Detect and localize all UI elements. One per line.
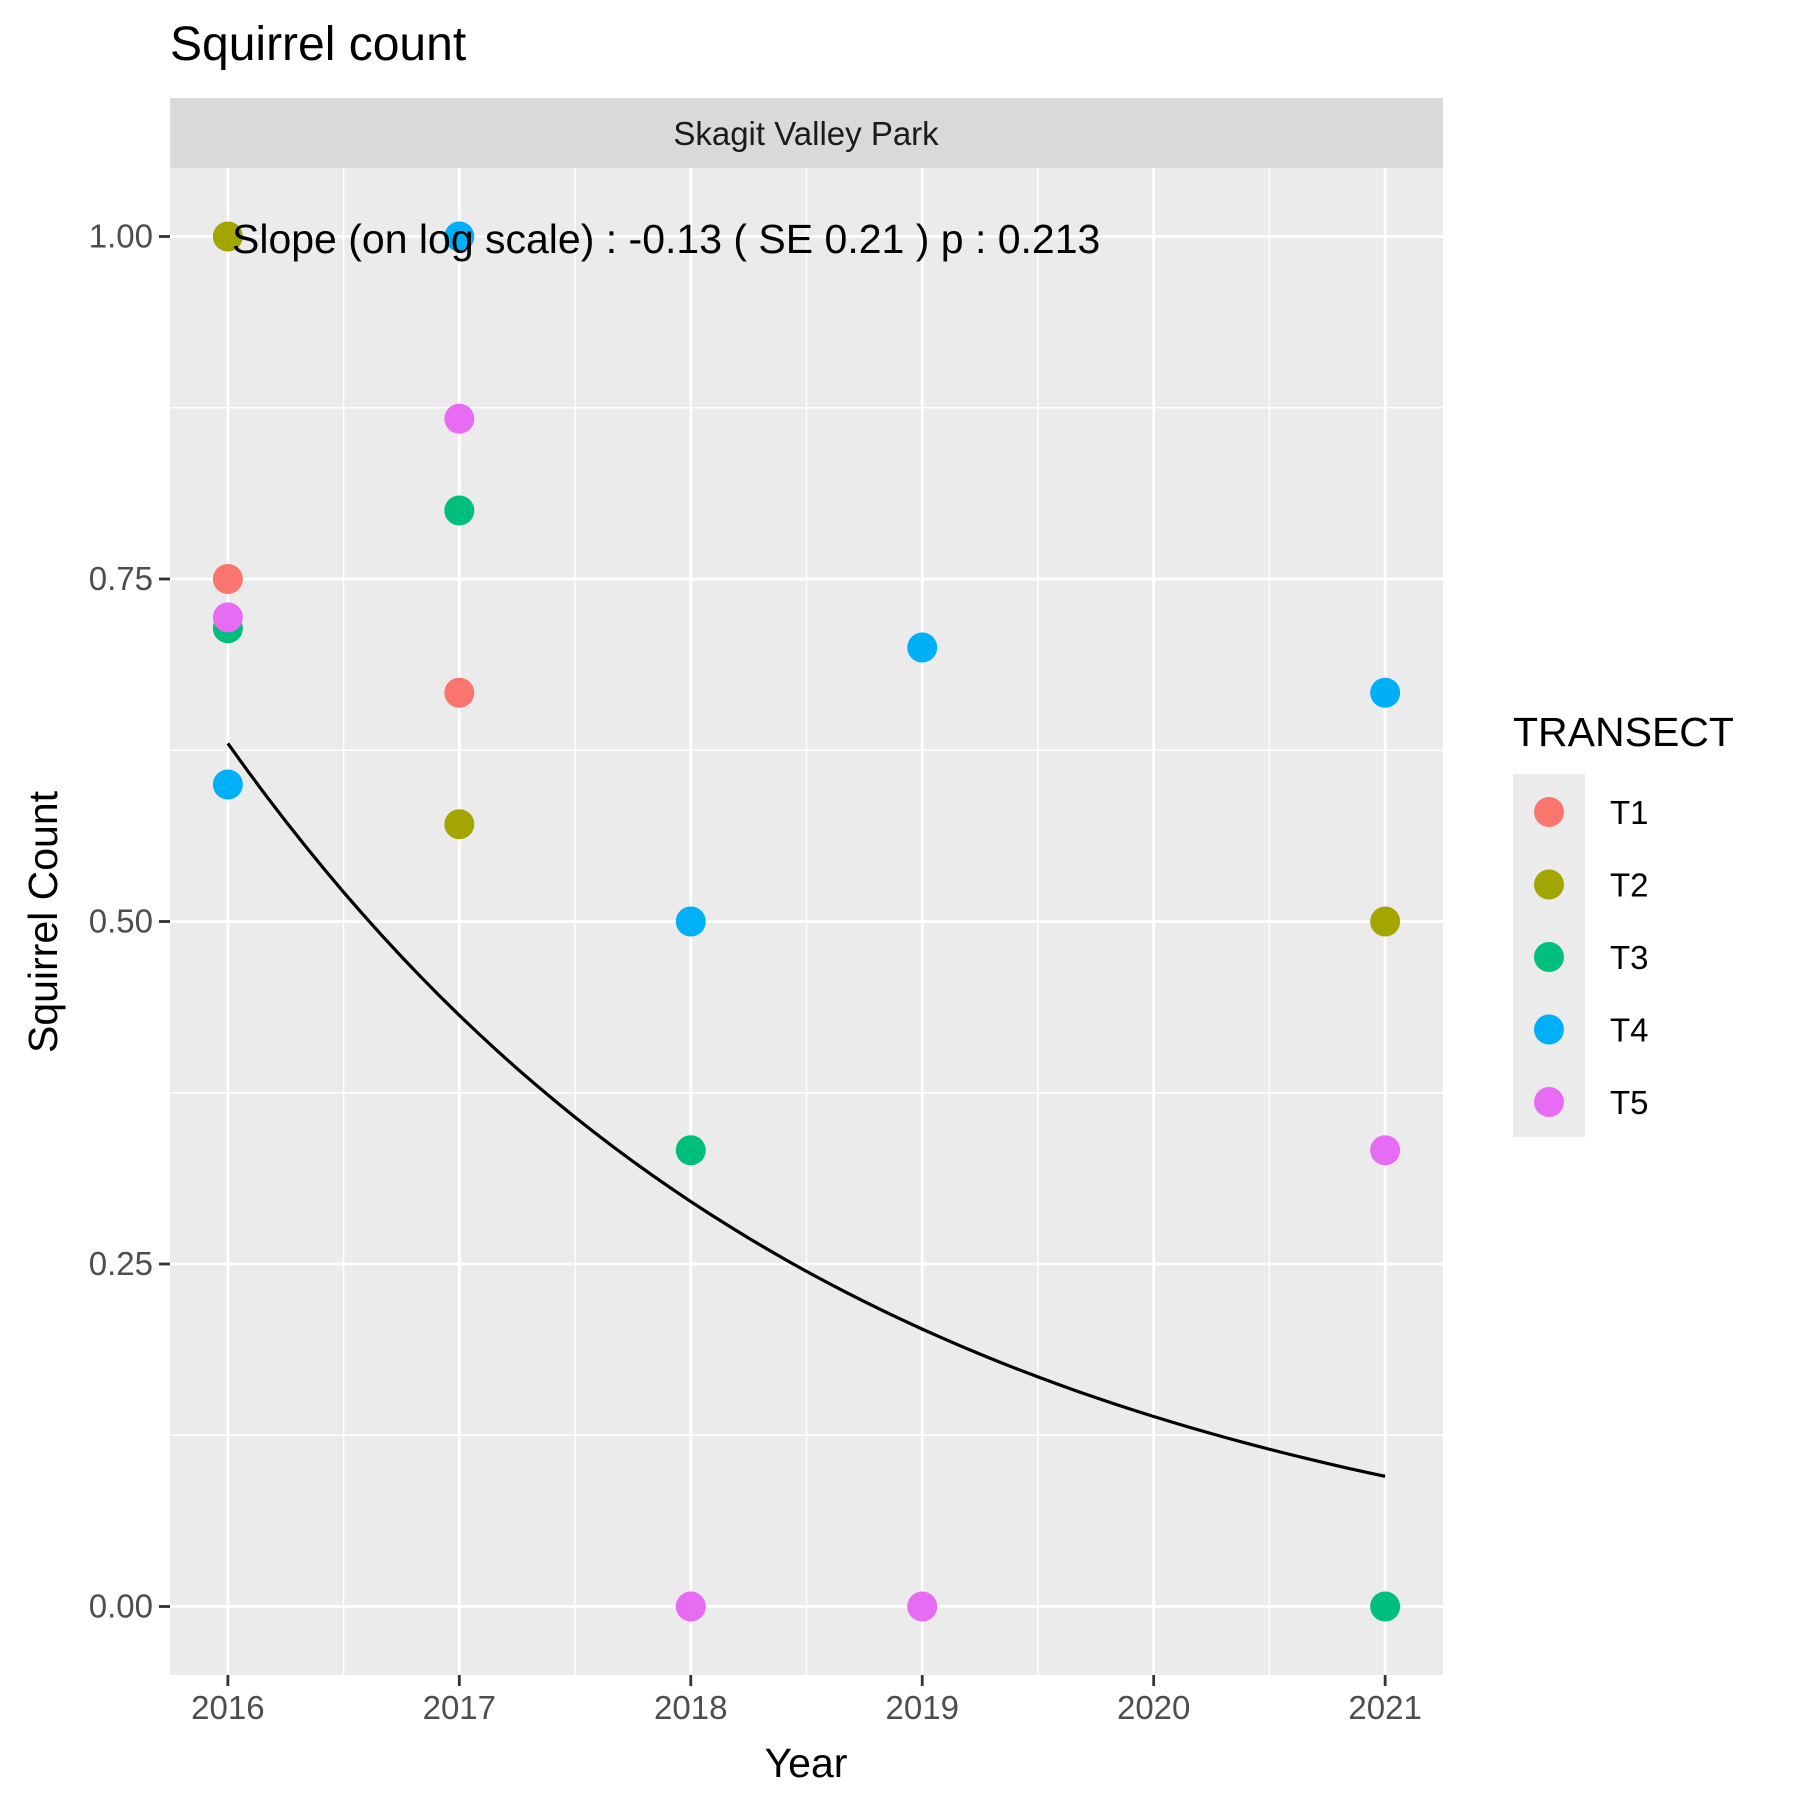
- legend-key-t3: [1534, 942, 1564, 972]
- data-points: [212, 221, 1401, 1622]
- x-tick-label: 2017: [423, 1689, 496, 1726]
- chart-title: Squirrel count: [170, 18, 466, 71]
- legend-label-t5: T5: [1610, 1084, 1649, 1121]
- legend-items: T1 T2 T3 T4 T5: [1534, 794, 1649, 1121]
- x-tick-label: 2019: [886, 1689, 959, 1726]
- data-point-t3: [1370, 1591, 1401, 1622]
- y-axis: 0.00 0.25 0.50 0.75 1.00: [89, 218, 170, 1625]
- x-axis-title: Year: [765, 1740, 848, 1786]
- grid-major: [170, 168, 1443, 1675]
- data-point-t4: [212, 769, 243, 800]
- trend-line-group: [226, 742, 1386, 1478]
- legend-label-t2: T2: [1610, 867, 1649, 904]
- data-point-t2: [444, 809, 475, 840]
- legend-label-t3: T3: [1610, 939, 1649, 976]
- data-point-t2: [1370, 906, 1401, 937]
- legend-key-t2: [1534, 869, 1564, 900]
- y-tick-label: 0.00: [89, 1588, 153, 1625]
- y-axis-title: Squirrel Count: [20, 790, 66, 1053]
- x-axis: 2016 2017 2018 2019 2020 2021: [191, 1675, 1422, 1726]
- data-point-t4: [444, 221, 475, 252]
- data-point-t4: [675, 906, 706, 937]
- data-point-t3: [444, 495, 475, 526]
- legend-key-t4: [1534, 1014, 1564, 1045]
- x-tick-label: 2020: [1117, 1689, 1190, 1726]
- y-tick-label: 1.00: [89, 218, 153, 255]
- y-tick-label: 0.50: [89, 903, 153, 940]
- facet-label: Skagit Valley Park: [673, 115, 939, 152]
- slope-annotation: Slope (on log scale) : -0.13 ( SE 0.21 )…: [232, 216, 1100, 262]
- data-point-t5: [907, 1591, 938, 1622]
- trend-line: [226, 742, 1386, 1478]
- legend-label-t1: T1: [1610, 794, 1649, 831]
- legend-label-t4: T4: [1610, 1012, 1649, 1049]
- x-tick-label: 2018: [654, 1689, 727, 1726]
- legend-key-t5: [1534, 1087, 1564, 1117]
- legend-title: TRANSECT: [1513, 709, 1734, 755]
- data-point-t5: [675, 1591, 706, 1622]
- data-point-t4: [1370, 677, 1401, 708]
- data-point-t1: [212, 564, 243, 594]
- y-tick-label: 0.75: [89, 560, 153, 597]
- data-point-t1: [444, 677, 475, 708]
- data-point-t5: [1370, 1135, 1401, 1166]
- data-point-t2: [212, 221, 243, 252]
- data-point-t5: [444, 403, 475, 434]
- data-point-t4: [907, 632, 938, 663]
- data-point-t5: [212, 602, 243, 633]
- x-tick-label: 2021: [1348, 1689, 1421, 1726]
- legend-key-t1: [1534, 797, 1564, 827]
- x-tick-label: 2016: [191, 1689, 264, 1726]
- y-tick-label: 0.25: [89, 1245, 153, 1282]
- facet-strip: [170, 98, 1443, 168]
- data-point-t3: [675, 1135, 706, 1166]
- legend: TRANSECT T1 T2 T3 T4 T5: [1513, 709, 1734, 1137]
